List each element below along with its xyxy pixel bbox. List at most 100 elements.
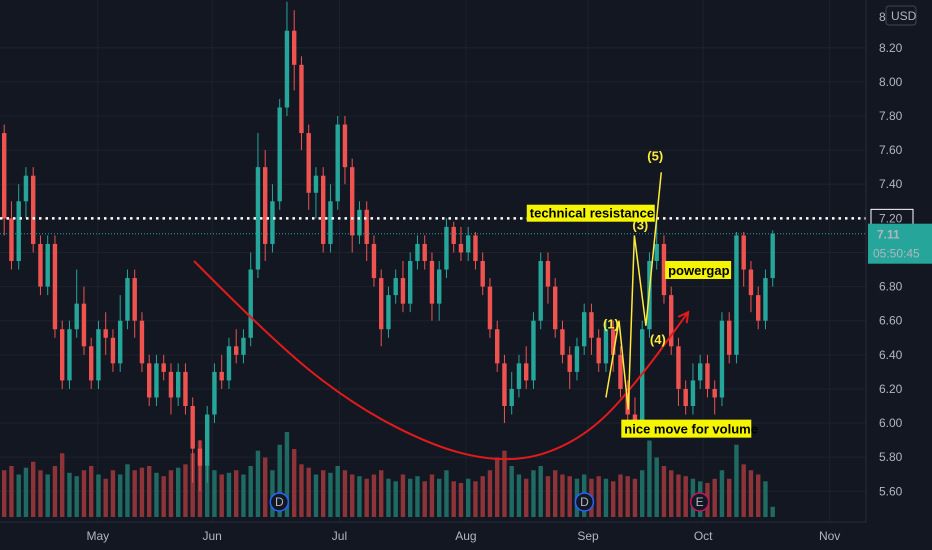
volume-bar — [647, 440, 652, 517]
volume-bar — [422, 481, 427, 517]
volume-annotation-bg — [621, 419, 752, 438]
cup-arrow-head — [677, 310, 690, 324]
candle-body — [589, 312, 594, 338]
candle-body — [516, 363, 522, 389]
candle-body — [654, 243, 659, 261]
volume-bar — [545, 476, 551, 517]
candle-body — [176, 371, 181, 398]
candle-body — [458, 243, 464, 253]
volume-bar — [16, 474, 21, 517]
powergap-annotation-bg — [665, 261, 732, 279]
wave-label: (5) — [647, 148, 663, 163]
candle-body — [277, 107, 282, 202]
candle-body — [118, 320, 123, 364]
volume-bar — [176, 467, 181, 517]
volume-bar — [408, 478, 413, 517]
candle-body — [350, 167, 355, 236]
candle-body — [466, 235, 471, 253]
earnings-marker — [689, 492, 710, 512]
candle-body — [741, 235, 746, 270]
candle-body — [234, 346, 239, 355]
volume-bar — [103, 478, 108, 517]
currency-label: USD — [891, 9, 917, 23]
volume-bar — [734, 444, 739, 517]
candle-body — [560, 329, 565, 355]
earnings-marker-label: E — [696, 495, 704, 509]
y-tick-label: 6.20 — [879, 382, 903, 396]
candle-body — [669, 295, 674, 347]
candle-body — [524, 363, 529, 381]
candle-body — [161, 363, 166, 372]
candle-body — [219, 371, 224, 381]
candle-body — [618, 354, 623, 389]
candle-body — [603, 329, 609, 364]
y-tick-label: 7.80 — [879, 109, 903, 123]
last-price-tag — [868, 223, 932, 264]
candle-body — [574, 346, 580, 372]
y-tick-label: 7.40 — [879, 177, 903, 191]
dividend-marker-label: D — [275, 495, 284, 509]
candle-body — [364, 209, 369, 244]
candle-body — [321, 175, 326, 244]
x-tick-label: Nov — [819, 529, 840, 543]
volume-bar — [139, 467, 145, 517]
candle-body — [270, 201, 275, 244]
candle-body — [31, 175, 36, 244]
volume-bar — [342, 470, 348, 517]
candle-body — [89, 346, 94, 381]
volume-bar — [473, 481, 478, 517]
volume-bar — [74, 476, 79, 517]
volume-bar — [313, 474, 319, 517]
candle-body — [567, 354, 572, 372]
volume-bar — [683, 476, 688, 517]
currency-button — [885, 5, 917, 26]
candle-body — [342, 124, 348, 168]
candle-body — [451, 226, 456, 244]
candle-body — [110, 337, 116, 364]
candle-body — [393, 278, 398, 296]
volume-bar — [480, 476, 485, 517]
candle-body — [45, 243, 50, 287]
volume-bar — [676, 474, 681, 517]
candle-body — [690, 380, 696, 406]
price-axis[interactable]: 8.208.007.807.607.407.207.006.806.606.40… — [865, 0, 932, 550]
volume-bar — [763, 481, 768, 517]
countdown-label: 05:50:45 — [873, 247, 920, 261]
x-tick-label: Jun — [202, 529, 221, 543]
volume-bar — [147, 466, 152, 517]
candle-body — [553, 286, 558, 330]
candle-body — [531, 320, 536, 381]
candle-body — [132, 278, 137, 321]
volume-bar — [2, 470, 7, 517]
candle-body — [241, 337, 246, 355]
candle-body — [168, 371, 174, 398]
volume-bar — [350, 474, 355, 517]
volume-bar — [118, 474, 123, 517]
volume-bar — [560, 474, 565, 517]
candle-body — [582, 312, 587, 347]
volume-bar — [509, 466, 514, 517]
volume-bar — [234, 470, 239, 517]
dividend-marker — [269, 492, 290, 512]
candle-body — [81, 303, 87, 347]
candle-body — [661, 243, 667, 296]
candle-body — [226, 346, 232, 381]
volume-bar — [437, 478, 442, 517]
time-axis[interactable]: May Jun Jul Aug Sep Oct Nov D D E — [0, 492, 866, 543]
volume-bar — [567, 476, 572, 517]
volume-bar — [168, 470, 174, 517]
volume-bar — [531, 470, 536, 517]
wave-label: (1) — [603, 317, 619, 332]
candle-body — [727, 320, 732, 355]
candle-body — [379, 278, 384, 330]
resistance-annotation: technical resistance — [530, 206, 654, 221]
volume-bar — [284, 432, 290, 517]
candle-body — [197, 448, 203, 466]
candle-body — [719, 320, 725, 398]
volume-bar — [770, 506, 775, 517]
volume-bar — [400, 474, 406, 517]
candle-body — [284, 30, 290, 108]
volume-bar — [371, 474, 377, 517]
